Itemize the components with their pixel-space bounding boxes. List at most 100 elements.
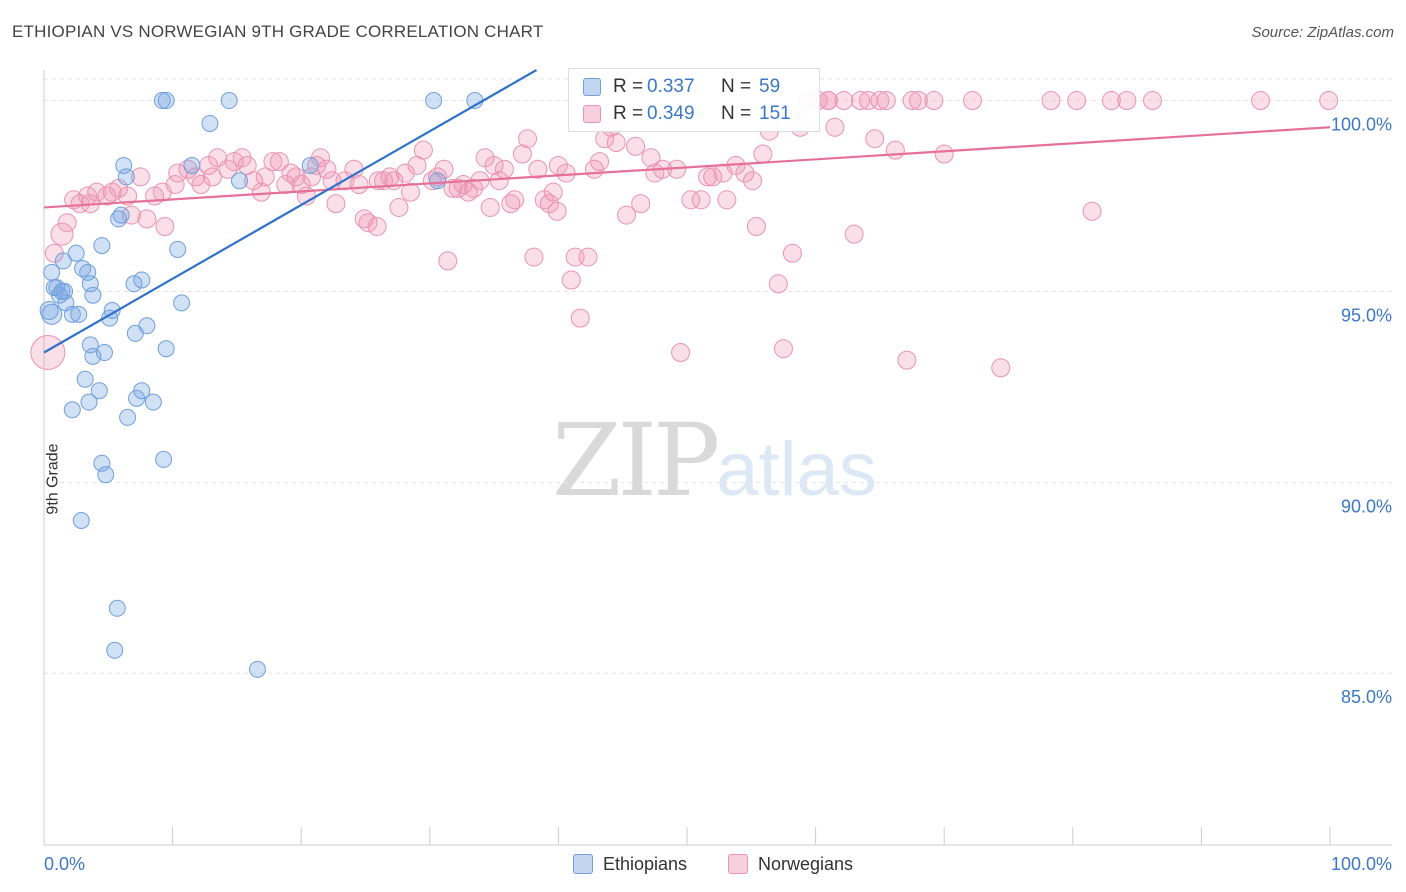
norwegian-point bbox=[962, 91, 982, 111]
norwegian-point bbox=[698, 167, 718, 187]
norwegian-point bbox=[924, 91, 944, 111]
y-tick-label: 90.0% bbox=[1341, 496, 1392, 516]
norwegian-point bbox=[165, 175, 185, 195]
bottom-legend-ethiopians[interactable]: Ethiopians bbox=[573, 852, 687, 876]
ethiopian-point bbox=[67, 244, 85, 262]
ethiopian-point bbox=[112, 206, 130, 224]
norwegian-point bbox=[908, 91, 928, 111]
ethiopian-point bbox=[80, 393, 98, 411]
norwegians-trend-line bbox=[43, 126, 1331, 209]
norwegian-point bbox=[570, 308, 590, 328]
norwegian-point bbox=[885, 140, 905, 160]
ethiopian-point bbox=[41, 303, 63, 325]
ethiopians-points bbox=[39, 92, 484, 678]
norwegian-point bbox=[934, 144, 954, 164]
norwegian-point bbox=[263, 152, 283, 172]
norwegian-point bbox=[548, 155, 568, 175]
legend-n-value: 59 bbox=[759, 76, 781, 97]
norwegian-point bbox=[57, 213, 77, 233]
source-label: Source: ZipAtlas.com bbox=[1251, 24, 1394, 41]
ethiopian-point bbox=[169, 240, 187, 258]
ethiopian-point bbox=[81, 275, 99, 293]
ethiopian-point bbox=[53, 282, 71, 300]
norwegian-point bbox=[834, 91, 854, 111]
ethiopian-point bbox=[72, 511, 90, 529]
ethiopian-point bbox=[39, 301, 59, 321]
norwegian-point bbox=[168, 163, 188, 183]
norwegian-point bbox=[818, 91, 838, 111]
norwegian-point bbox=[902, 91, 922, 111]
bottom-swatch-pink bbox=[728, 854, 748, 874]
norwegian-point bbox=[251, 182, 271, 202]
norwegian-point bbox=[202, 167, 222, 187]
norwegian-point bbox=[606, 133, 626, 153]
norwegian-point bbox=[428, 167, 448, 187]
ethiopian-point bbox=[230, 172, 248, 190]
ethiopian-point bbox=[133, 382, 151, 400]
norwegian-point bbox=[782, 243, 802, 263]
norwegian-point bbox=[1117, 91, 1137, 111]
norwegian-point bbox=[743, 171, 763, 191]
norwegian-point bbox=[395, 163, 415, 183]
ethiopian-point bbox=[90, 382, 108, 400]
norwegian-point bbox=[50, 222, 74, 246]
ethiopian-point bbox=[153, 92, 171, 110]
legend-swatch-pink bbox=[583, 105, 601, 123]
norwegian-point bbox=[528, 159, 548, 179]
norwegian-point bbox=[1143, 91, 1163, 111]
norwegian-point bbox=[1251, 91, 1271, 111]
y-tick-label: 85.0% bbox=[1341, 687, 1392, 707]
norwegian-point bbox=[291, 175, 311, 195]
norwegian-point bbox=[389, 197, 409, 217]
norwegian-point bbox=[543, 182, 563, 202]
norwegian-point bbox=[191, 175, 211, 195]
legend-r-label: R = bbox=[613, 103, 644, 124]
legend-row-ethiopians: R = 0.337 N = 59 bbox=[583, 75, 780, 99]
norwegian-point bbox=[434, 159, 454, 179]
trend-lines bbox=[43, 69, 1331, 354]
norwegian-point bbox=[276, 175, 296, 195]
bottom-legend-norwegians[interactable]: Norwegians bbox=[728, 852, 853, 876]
norwegian-point bbox=[480, 197, 500, 217]
ethiopian-point bbox=[119, 408, 137, 426]
norwegian-point bbox=[617, 205, 637, 225]
ethiopian-point bbox=[173, 294, 191, 312]
norwegian-point bbox=[1067, 91, 1087, 111]
norwegian-point bbox=[87, 182, 107, 202]
norwegian-point bbox=[464, 178, 484, 198]
norwegian-point bbox=[518, 129, 538, 149]
norwegian-point bbox=[631, 194, 651, 214]
norwegian-point bbox=[681, 190, 701, 210]
norwegian-point bbox=[367, 217, 387, 237]
ethiopian-point bbox=[183, 156, 201, 174]
norwegian-point bbox=[448, 178, 468, 198]
norwegian-point bbox=[484, 155, 504, 175]
ethiopian-point bbox=[155, 450, 173, 468]
norwegians-points bbox=[30, 91, 1339, 378]
ethiopian-point bbox=[93, 454, 111, 472]
legend-swatch-blue bbox=[583, 78, 601, 96]
norwegian-point bbox=[1082, 201, 1102, 221]
legend-r-value: 0.349 bbox=[647, 103, 695, 124]
norwegian-point bbox=[717, 190, 737, 210]
legend-row-norwegians: R = 0.349 N = 151 bbox=[583, 102, 791, 126]
norwegian-point bbox=[443, 178, 463, 198]
norwegian-point bbox=[218, 159, 238, 179]
norwegian-point bbox=[1319, 91, 1339, 111]
norwegian-point bbox=[269, 152, 289, 172]
norwegian-point bbox=[155, 217, 175, 237]
norwegian-point bbox=[512, 144, 532, 164]
watermark-atlas: atlas bbox=[716, 427, 877, 512]
norwegian-point bbox=[746, 217, 766, 237]
norwegian-point bbox=[401, 182, 421, 202]
ethiopians-trend-line bbox=[43, 69, 538, 354]
norwegian-point bbox=[255, 167, 275, 187]
norwegian-point bbox=[494, 159, 514, 179]
norwegian-point bbox=[539, 194, 559, 214]
legend-n-label: N = bbox=[721, 103, 752, 124]
norwegian-point bbox=[317, 159, 337, 179]
ethiopian-point bbox=[76, 370, 94, 388]
norwegian-point bbox=[691, 190, 711, 210]
norwegian-point bbox=[118, 186, 138, 206]
